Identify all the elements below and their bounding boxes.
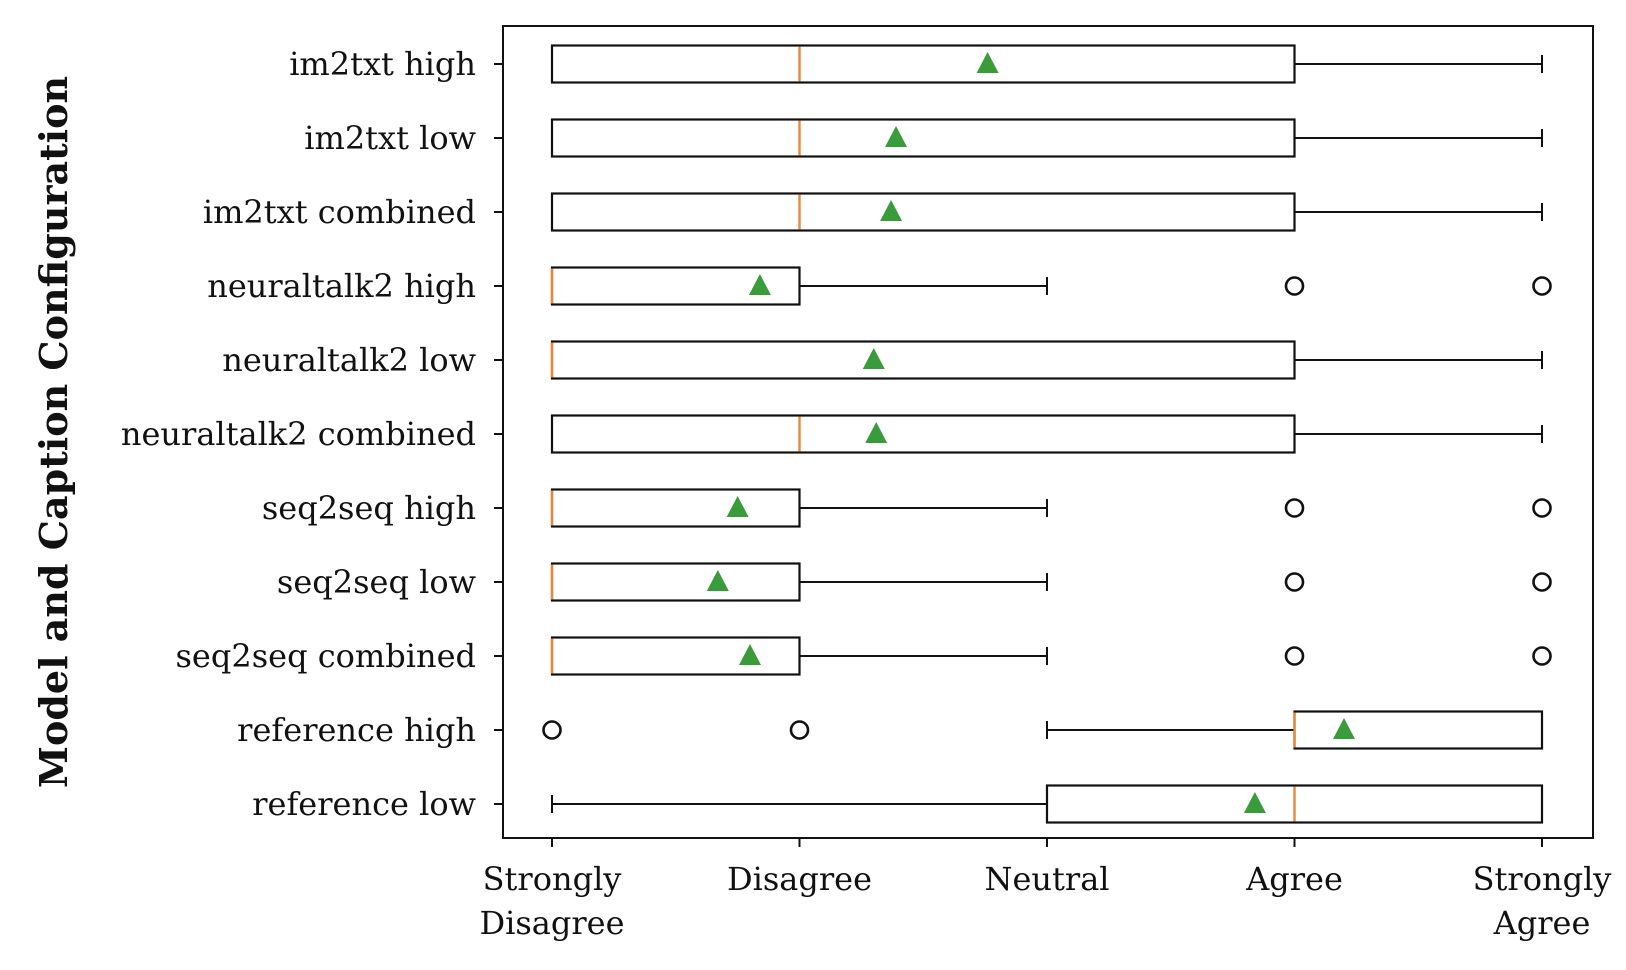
- x-tick-label: Neutral: [984, 860, 1109, 898]
- y-tick-label: im2txt high: [289, 45, 476, 83]
- iqr-box: [1045, 784, 1544, 824]
- outlier-point: [1532, 276, 1552, 296]
- x-tick-label-line: Disagree: [479, 904, 624, 942]
- x-tick-label: Strongly Disagree: [479, 860, 624, 942]
- y-tick-label: im2txt low: [304, 119, 476, 157]
- iqr-box: [550, 44, 1296, 84]
- y-tick-label: neuraltalk2 combined: [121, 415, 476, 453]
- box-series: [550, 414, 1543, 454]
- box-series: [551, 784, 1544, 824]
- y-tick-label: seq2seq low: [277, 563, 476, 601]
- box-series: [550, 118, 1543, 158]
- x-tick-label-line: Agree: [1245, 860, 1343, 898]
- mean-marker: [880, 200, 903, 221]
- iqr-box: [550, 414, 1296, 454]
- x-tick-label: Disagree: [727, 860, 872, 898]
- outlier-point: [1284, 498, 1305, 518]
- mean-marker: [1333, 718, 1355, 739]
- outlier-point: [1532, 498, 1552, 518]
- box-series: [550, 266, 1552, 306]
- outlier-point: [1284, 572, 1305, 592]
- y-axis-label: Model and Caption Configuration: [31, 76, 76, 788]
- box-series: [550, 44, 1543, 84]
- x-tick-label-line: Strongly: [483, 860, 622, 898]
- y-tick-label: reference low: [252, 785, 476, 823]
- iqr-box: [550, 562, 801, 602]
- iqr-box: [550, 118, 1296, 158]
- mean-marker: [706, 570, 729, 591]
- outlier-point: [542, 720, 562, 740]
- box-series: [550, 340, 1543, 380]
- mean-marker: [862, 348, 885, 369]
- y-tick-label: seq2seq high: [262, 489, 476, 527]
- x-tick-label: Agree: [1245, 860, 1343, 898]
- iqr-box: [550, 192, 1296, 232]
- y-tick-label: seq2seq combined: [176, 637, 477, 675]
- y-tick-label: neuraltalk2 low: [222, 341, 476, 379]
- outlier-point: [789, 720, 810, 740]
- y-tick-label: neuraltalk2 high: [207, 267, 476, 305]
- axes-frame: [502, 25, 1594, 839]
- box-series: [550, 636, 1552, 676]
- mean-marker: [976, 52, 999, 73]
- iqr-box: [550, 636, 801, 676]
- iqr-box: [550, 488, 801, 528]
- outlier-point: [1532, 572, 1552, 592]
- y-tick-label: reference high: [237, 711, 476, 749]
- plot-area: [542, 44, 1552, 824]
- iqr-box: [1293, 710, 1544, 750]
- x-tick-label: Strongly Agree: [1473, 860, 1612, 942]
- y-tick-label: im2txt combined: [203, 193, 476, 231]
- box-series: [550, 192, 1543, 232]
- x-tick-label-line: Neutral: [984, 860, 1109, 898]
- box-series: [542, 710, 1544, 750]
- y-axis: im2txt high im2txt low im2txt combined neur…: [121, 45, 503, 823]
- x-tick-label-line: Strongly: [1473, 860, 1612, 898]
- mean-marker: [748, 274, 771, 295]
- mean-marker: [865, 422, 888, 443]
- mean-marker: [1243, 792, 1266, 813]
- box-series: [550, 488, 1552, 528]
- outlier-point: [1284, 646, 1305, 666]
- box-series: [550, 562, 1552, 602]
- mean-marker: [726, 496, 749, 517]
- mean-marker: [739, 644, 761, 665]
- x-tick-label-line: Disagree: [727, 860, 872, 898]
- outlier-point: [1284, 276, 1305, 296]
- mean-marker: [885, 126, 908, 147]
- x-tick-label-line: Agree: [1493, 904, 1591, 942]
- outlier-point: [1532, 646, 1552, 666]
- iqr-box: [550, 340, 1296, 380]
